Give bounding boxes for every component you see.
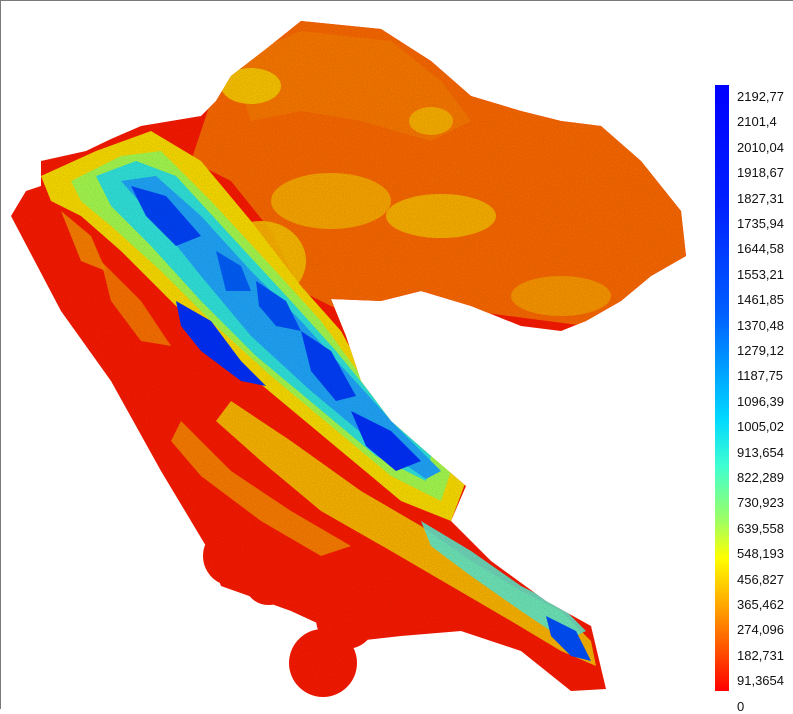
legend-tick-label: 1096,39 (737, 393, 784, 409)
legend-tick-label: 639,558 (737, 520, 784, 536)
legend-tick-label: 1827,31 (737, 190, 784, 206)
legend-tick-label: 548,193 (737, 546, 784, 562)
legend-tick-label: 274,096 (737, 622, 784, 638)
legend-tick-label: 1005,02 (737, 419, 784, 435)
land-mass (11, 21, 686, 697)
legend-tick-label: 730,923 (737, 495, 784, 511)
elevation-raster-map (11, 21, 686, 697)
legend-tick-label: 91,3654 (737, 673, 784, 689)
legend-tick-label: 2010,04 (737, 139, 784, 155)
legend-color-ramp (715, 85, 729, 691)
legend-tick-label: 1279,12 (737, 343, 784, 358)
legend-tick-label: 1644,58 (737, 241, 784, 257)
legend-tick-label: 1735,94 (737, 216, 784, 231)
legend-tick-label: 1918,67 (737, 165, 784, 181)
legend-tick-label: 1553,21 (737, 266, 784, 282)
legend-tick-label: 1461,85 (737, 292, 784, 308)
legend-labels: 2192,77 2101,4 2010,04 1918,67 1827,31 1735,9… (715, 85, 793, 714)
legend-tick-label: 2192,77 (737, 89, 784, 104)
legend-tick-label: 2101,4 (737, 114, 777, 130)
legend-tick-label: 0 (737, 698, 745, 714)
legend-tick-label: 365,462 (737, 597, 784, 612)
elevation-legend: 2192,77 2101,4 2010,04 1918,67 1827,31 1735,9… (715, 85, 793, 714)
legend-tick-label: 822,289 (737, 470, 784, 485)
legend-tick-label: 913,654 (737, 444, 784, 460)
legend-tick-label: 182,731 (737, 647, 784, 663)
legend-tick-label: 456,827 (737, 571, 784, 587)
legend-tick-label: 1370,48 (737, 317, 784, 333)
legend-tick-label: 1187,75 (737, 368, 784, 384)
